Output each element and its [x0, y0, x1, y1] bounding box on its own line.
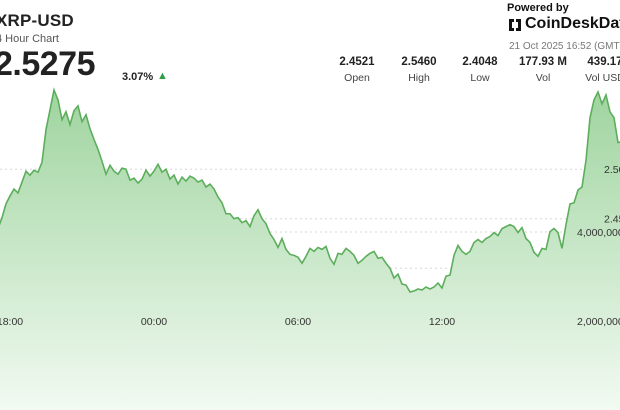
stat-open-value: 2.4521	[339, 56, 375, 68]
stat-low-value: 2.4048	[462, 56, 498, 68]
volume-axis-label: 2,000,000	[577, 316, 620, 328]
brand-name: CoinDeskData	[525, 15, 620, 32]
chart-subtitle: 4 Hour Chart	[0, 33, 59, 45]
x-tick-label: 00:00	[141, 316, 167, 328]
stat-vol: 177.93 M Vol	[508, 56, 578, 84]
price-axis-label: 2.50	[604, 164, 620, 176]
chart-timestamp: 21 Oct 2025 16:52 (GMT	[509, 41, 620, 52]
x-tick-label: 18:00	[0, 316, 23, 328]
powered-by-label: Powered by	[507, 2, 569, 14]
price-change-percent: 3.07%	[122, 71, 154, 83]
stat-low-label: Low	[470, 72, 490, 84]
current-price: 2.5275	[0, 45, 96, 83]
chart-title: XRP-USD	[0, 11, 74, 30]
stat-vol-label: Vol	[535, 72, 551, 84]
x-tick-label: 12:00	[429, 316, 455, 328]
volume-axis-label: 4,000,000	[577, 227, 620, 239]
price-line	[0, 87, 620, 293]
stat-vol-usd-value: 439.17	[587, 56, 620, 68]
stat-open-label: Open	[344, 72, 370, 84]
up-arrow-icon: ▲	[157, 70, 168, 82]
stat-high-label: High	[408, 72, 430, 84]
stat-vol-usd: 439.17 Vol USD	[570, 56, 620, 84]
stat-vol-usd-label: Vol USD	[585, 72, 620, 84]
x-tick-label: 06:00	[285, 316, 311, 328]
price-axis-label: 2.45	[604, 214, 620, 226]
stat-high-value: 2.5460	[401, 56, 437, 68]
stat-open: 2.4521 Open	[322, 56, 392, 84]
stat-vol-value: 177.93 M	[519, 56, 567, 68]
y-axis-ticks: 2.50 2.454,000,000 2,000,000	[577, 164, 620, 328]
stat-high: 2.5460 High	[384, 56, 454, 84]
coindesk-logo-icon	[509, 19, 521, 31]
x-axis-ticks: 18:00 00:00 06:00 12:00	[0, 316, 455, 328]
stat-low: 2.4048 Low	[445, 56, 515, 84]
